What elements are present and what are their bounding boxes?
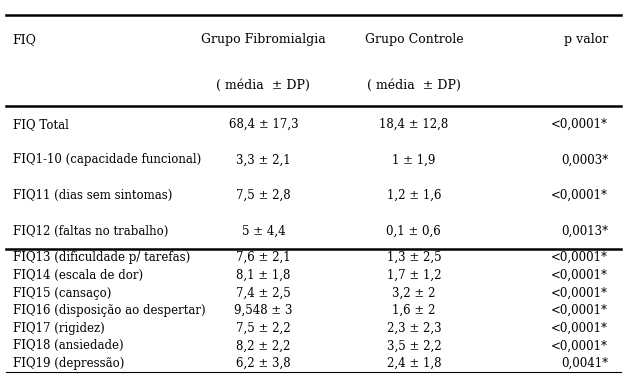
Text: 3,3 ± 2,1: 3,3 ± 2,1 [236,154,291,166]
Text: 2,3 ± 2,3: 2,3 ± 2,3 [386,322,441,335]
Text: 1 ± 1,9: 1 ± 1,9 [392,154,436,166]
Text: <0,0001*: <0,0001* [551,287,608,299]
Text: 3,5 ± 2,2: 3,5 ± 2,2 [386,339,441,352]
Text: 1,6 ± 2: 1,6 ± 2 [392,304,436,317]
Text: 7,5 ± 2,2: 7,5 ± 2,2 [236,322,291,335]
Text: FIQ16 (disposição ao despertar): FIQ16 (disposição ao despertar) [13,304,205,317]
Text: 0,1 ± 0,6: 0,1 ± 0,6 [386,225,441,238]
Text: <0,0001*: <0,0001* [551,118,608,131]
Text: 68,4 ± 17,3: 68,4 ± 17,3 [228,118,298,131]
Text: FIQ12 (faltas no trabalho): FIQ12 (faltas no trabalho) [13,225,168,238]
Text: 0,0003*: 0,0003* [561,154,608,166]
Text: <0,0001*: <0,0001* [551,322,608,335]
Text: p valor: p valor [564,33,608,46]
Text: FIQ11 (dias sem sintomas): FIQ11 (dias sem sintomas) [13,189,172,202]
Text: <0,0001*: <0,0001* [551,189,608,202]
Text: 1,7 ± 1,2: 1,7 ± 1,2 [387,269,441,282]
Text: 1,3 ± 2,5: 1,3 ± 2,5 [386,251,441,264]
Text: FIQ18 (ansiedade): FIQ18 (ansiedade) [13,339,123,352]
Text: FIQ19 (depressão): FIQ19 (depressão) [13,357,124,370]
Text: 7,5 ± 2,8: 7,5 ± 2,8 [236,189,291,202]
Text: <0,0001*: <0,0001* [551,339,608,352]
Text: 0,0013*: 0,0013* [561,225,608,238]
Text: FIQ1-10 (capacidade funcional): FIQ1-10 (capacidade funcional) [13,154,201,166]
Text: 9,548 ± 3: 9,548 ± 3 [234,304,293,317]
Text: 18,4 ± 12,8: 18,4 ± 12,8 [379,118,448,131]
Text: <0,0001*: <0,0001* [551,269,608,282]
Text: 5 ± 4,4: 5 ± 4,4 [241,225,285,238]
Text: FIQ14 (escala de dor): FIQ14 (escala de dor) [13,269,143,282]
Text: 8,2 ± 2,2: 8,2 ± 2,2 [236,339,290,352]
Text: ( média  ± DP): ( média ± DP) [216,79,310,92]
Text: <0,0001*: <0,0001* [551,304,608,317]
Text: 1,2 ± 1,6: 1,2 ± 1,6 [387,189,441,202]
Text: 6,2 ± 3,8: 6,2 ± 3,8 [236,357,291,370]
Text: FIQ13 (dificuldade p/ tarefas): FIQ13 (dificuldade p/ tarefas) [13,251,190,264]
Text: 2,4 ± 1,8: 2,4 ± 1,8 [387,357,441,370]
Text: 7,4 ± 2,5: 7,4 ± 2,5 [236,287,291,299]
Text: FIQ17 (rigidez): FIQ17 (rigidez) [13,322,104,335]
Text: 0,0041*: 0,0041* [561,357,608,370]
Text: Grupo Fibromialgia: Grupo Fibromialgia [201,33,325,46]
Text: 8,1 ± 1,8: 8,1 ± 1,8 [236,269,290,282]
Text: 3,2 ± 2: 3,2 ± 2 [392,287,436,299]
Text: FIQ15 (cansaço): FIQ15 (cansaço) [13,287,111,299]
Text: 7,6 ± 2,1: 7,6 ± 2,1 [236,251,291,264]
Text: <0,0001*: <0,0001* [551,251,608,264]
Text: Grupo Controle: Grupo Controle [364,33,463,46]
Text: ( média  ± DP): ( média ± DP) [367,79,461,92]
Text: FIQ: FIQ [13,33,36,46]
Text: FIQ Total: FIQ Total [13,118,68,131]
